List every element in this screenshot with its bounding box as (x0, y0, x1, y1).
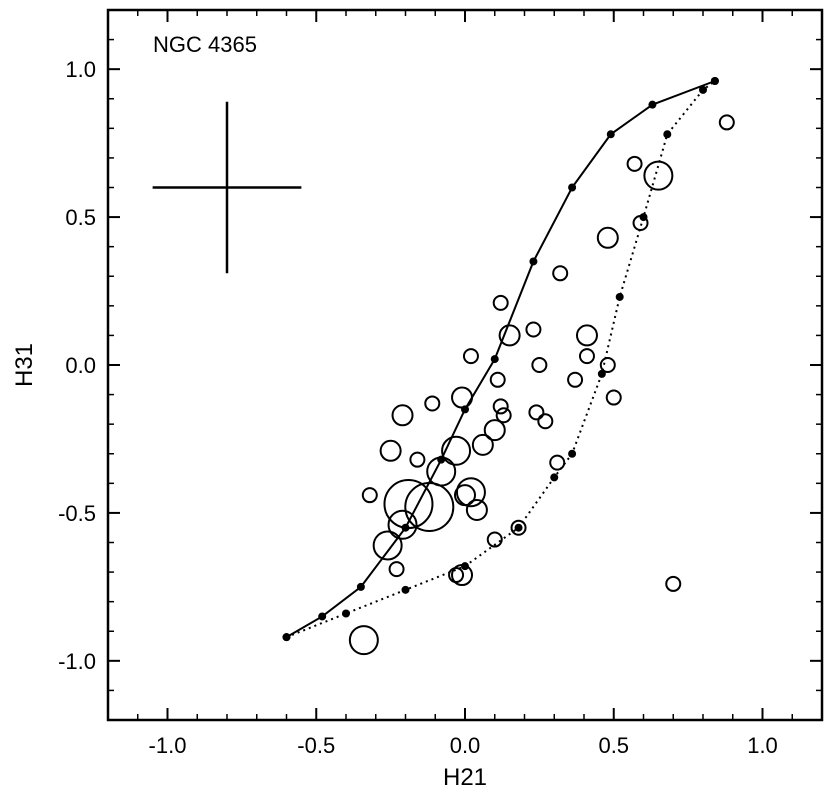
track-marker (568, 183, 577, 192)
data-point (441, 435, 472, 466)
data-point (632, 215, 649, 231)
data-point (483, 419, 506, 442)
track-marker (356, 582, 365, 591)
y-tick-label: -0.5 (58, 501, 96, 526)
data-point (426, 456, 457, 487)
data-point (575, 324, 598, 347)
points-layer (348, 114, 735, 656)
x-tick-label: -1.0 (149, 733, 187, 758)
data-point (391, 404, 414, 427)
x-tick-label: 0.5 (598, 733, 629, 758)
ticks-layer: -1.0 -0.5 0.0 0.5 1.0 -1.0 -0.5 0.0 0.5 1.0 (58, 10, 822, 758)
data-point (424, 395, 441, 412)
data-point (409, 451, 426, 468)
track-marker (568, 449, 577, 458)
data-point (486, 531, 503, 548)
error-bar (152, 101, 302, 274)
data-point (718, 114, 735, 131)
data-point (451, 564, 474, 587)
data-point (465, 498, 488, 521)
x-tick-label: -0.5 (297, 733, 335, 758)
data-point (495, 407, 512, 424)
track-marker (550, 473, 559, 482)
x-axis-label: H21 (443, 764, 487, 791)
track-marker (699, 85, 707, 94)
y-tick-label: 1.0 (65, 57, 96, 82)
track-marker (648, 100, 657, 109)
track-marker (514, 523, 523, 532)
y-tick-label: 0.0 (65, 353, 96, 378)
track-marker (663, 130, 672, 139)
data-point (387, 509, 418, 540)
data-point (605, 389, 622, 406)
y-tick-label: -1.0 (58, 649, 96, 674)
data-point (455, 477, 486, 508)
data-point (537, 413, 554, 430)
track-marker (615, 292, 624, 301)
track-marker (606, 130, 615, 139)
track-marker (490, 355, 499, 364)
data-point (578, 348, 595, 365)
data-point (531, 357, 548, 373)
data-point (451, 386, 474, 409)
data-point (643, 160, 674, 191)
data-point (552, 265, 569, 282)
track-marker (401, 585, 410, 594)
data-point (510, 519, 527, 536)
track-line-solid (285, 80, 716, 639)
track-marker (529, 257, 538, 266)
data-point (489, 371, 506, 388)
data-point (361, 487, 378, 504)
x-tick-label: 1.0 (747, 733, 778, 758)
data-point (388, 561, 405, 578)
y-tick-label: 0.5 (65, 205, 96, 230)
x-tick-label: 0.0 (450, 733, 481, 758)
data-point (599, 357, 616, 373)
data-point (471, 433, 494, 456)
data-point (528, 404, 545, 421)
data-point (525, 321, 542, 338)
data-point (404, 482, 455, 532)
track-marker (282, 633, 291, 642)
plot-frame (106, 8, 824, 722)
data-point (492, 398, 509, 415)
y-axis-label: H31 (11, 343, 38, 387)
data-point (596, 226, 619, 249)
data-point (383, 479, 434, 530)
data-point (626, 155, 643, 172)
chart-annotation: NGC 4365 (153, 32, 257, 57)
track-marker (318, 612, 327, 621)
tracks-layer (282, 77, 719, 642)
data-point (348, 625, 379, 656)
data-point (492, 294, 509, 311)
track-marker (710, 77, 719, 85)
data-point (498, 324, 521, 347)
data-point (372, 530, 403, 561)
data-point (454, 484, 476, 507)
data-point (462, 348, 479, 365)
data-point (567, 371, 584, 388)
data-point (549, 454, 566, 471)
track-marker (342, 609, 350, 618)
data-point (379, 439, 402, 462)
data-point (665, 575, 682, 592)
